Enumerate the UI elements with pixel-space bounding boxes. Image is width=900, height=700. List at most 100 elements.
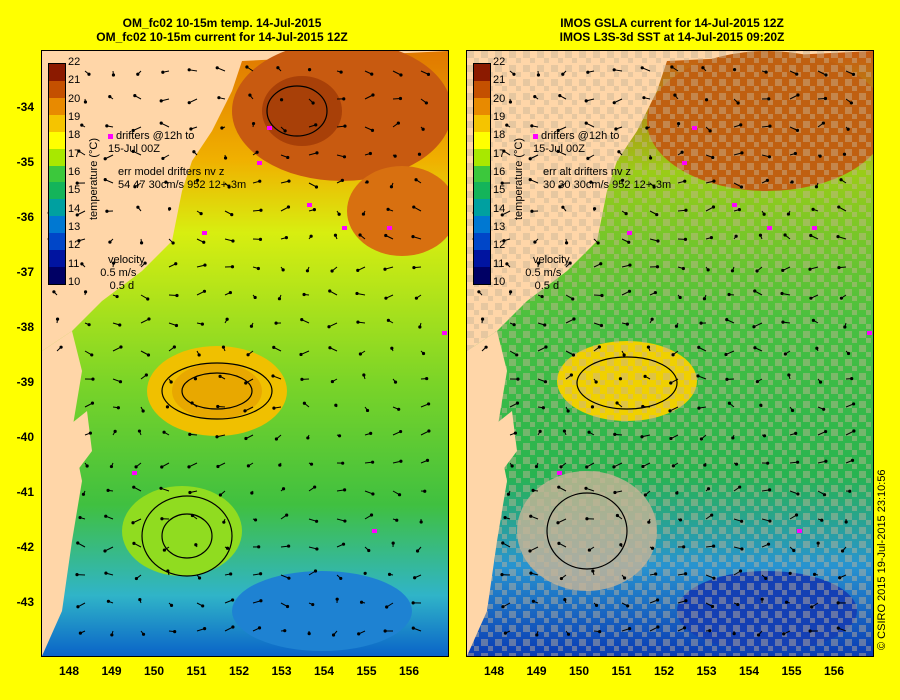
velocity-arrowhead bbox=[500, 573, 504, 577]
velocity-arrowhead bbox=[786, 212, 791, 216]
velocity-arrowhead bbox=[655, 265, 660, 269]
velocity-arrowhead bbox=[815, 346, 819, 350]
velocity-arrowhead bbox=[739, 123, 743, 127]
velocity-arrowhead bbox=[222, 520, 226, 524]
right-drifters-legend: drifters @12h to 15-Jul 00Z bbox=[533, 130, 619, 156]
velocity-arrowhead bbox=[706, 487, 711, 491]
velocity-arrowhead bbox=[138, 597, 142, 602]
colorbar-tick-label: 12 bbox=[68, 239, 81, 252]
velocity-arrowhead bbox=[315, 519, 319, 523]
velocity-arrowhead bbox=[300, 318, 304, 322]
velocity-arrowhead bbox=[161, 156, 165, 161]
velocity-arrowhead bbox=[838, 576, 842, 580]
velocity-arrowhead bbox=[258, 237, 263, 241]
velocity-arrowhead bbox=[647, 520, 651, 524]
drifter-mark bbox=[867, 331, 872, 335]
velocity-arrowhead bbox=[650, 546, 655, 550]
velocity-arrowhead bbox=[740, 151, 744, 155]
velocity-arrowhead bbox=[87, 323, 91, 327]
velocity-arrowhead bbox=[399, 429, 403, 434]
velocity-arrowhead bbox=[302, 292, 306, 297]
velocity-arrowhead bbox=[246, 353, 250, 357]
velocity-arrowhead bbox=[584, 486, 588, 490]
velocity-arrowhead bbox=[258, 179, 262, 183]
velocity-arrowhead bbox=[824, 73, 828, 77]
velocity-arrowhead bbox=[759, 403, 763, 407]
velocity-arrowhead bbox=[788, 571, 792, 575]
colorbar-swatch bbox=[474, 148, 490, 166]
velocity-arrowhead bbox=[201, 604, 205, 608]
velocity-arrowhead bbox=[230, 265, 235, 269]
velocity-arrowhead bbox=[765, 178, 769, 182]
velocity-arrowhead bbox=[414, 178, 418, 182]
x-tick-label: 155 bbox=[781, 664, 802, 678]
velocity-arrowhead bbox=[622, 576, 627, 580]
y-tick-label: -43 bbox=[16, 595, 34, 609]
colorbar-tick-label: 11 bbox=[493, 257, 505, 270]
velocity-arrowhead bbox=[115, 294, 119, 299]
velocity-arrowhead bbox=[702, 297, 707, 301]
velocity-arrowhead bbox=[503, 515, 507, 520]
velocity-arrowhead bbox=[75, 213, 79, 217]
velocity-arrowhead bbox=[413, 576, 417, 580]
velocity-arrowhead bbox=[371, 93, 375, 97]
velocity-arrowhead bbox=[558, 94, 562, 98]
velocity-arrowhead bbox=[195, 178, 200, 182]
right-map-svg bbox=[467, 51, 873, 656]
drifter-mark bbox=[442, 331, 447, 335]
y-tick-label: -39 bbox=[16, 375, 34, 389]
velocity-arrowhead bbox=[393, 154, 397, 158]
colorbar-swatch bbox=[49, 216, 65, 234]
colorbar-swatch bbox=[474, 114, 490, 132]
velocity-arrowhead bbox=[274, 321, 278, 325]
drifter-mark bbox=[732, 203, 737, 207]
velocity-arrowhead bbox=[544, 345, 548, 349]
velocity-arrowhead bbox=[669, 381, 673, 385]
velocity-arrowhead bbox=[585, 517, 589, 521]
velocity-arrowhead bbox=[822, 407, 826, 411]
velocity-arrowhead bbox=[818, 380, 823, 384]
velocity-arrowhead bbox=[362, 373, 366, 377]
velocity-arrowhead bbox=[752, 325, 756, 329]
drifter-mark bbox=[692, 126, 697, 130]
velocity-arrowhead bbox=[343, 488, 347, 492]
colorbar-swatch bbox=[474, 165, 490, 183]
velocity-arrowhead bbox=[640, 66, 644, 70]
velocity-arrowhead bbox=[330, 379, 335, 384]
velocity-arrowhead bbox=[281, 268, 285, 272]
velocity-arrowhead bbox=[502, 149, 506, 153]
velocity-arrowhead bbox=[697, 406, 701, 410]
velocity-arrowhead bbox=[808, 629, 812, 633]
velocity-arrowhead bbox=[796, 492, 800, 496]
velocity-arrowhead bbox=[516, 377, 520, 381]
velocity-arrowhead bbox=[848, 489, 852, 493]
velocity-arrowhead bbox=[739, 185, 744, 189]
velocity-arrowhead bbox=[136, 205, 140, 209]
colorbar-swatch bbox=[474, 216, 490, 234]
velocity-arrowhead bbox=[615, 513, 620, 518]
velocity-arrowhead bbox=[83, 290, 88, 294]
velocity-arrowhead bbox=[767, 97, 771, 101]
velocity-arrowhead bbox=[313, 569, 318, 573]
velocity-arrowhead bbox=[369, 431, 373, 435]
velocity-arrowhead bbox=[334, 403, 338, 407]
velocity-arrowhead bbox=[590, 405, 595, 409]
velocity-arrowhead bbox=[738, 569, 743, 573]
velocity-arrowhead bbox=[231, 598, 235, 602]
velocity-arrowhead bbox=[133, 185, 137, 189]
velocity-arrowhead bbox=[248, 93, 252, 97]
colorbar-tick-label: 12 bbox=[493, 239, 506, 252]
colorbar-swatch bbox=[474, 80, 490, 98]
velocity-arrowhead bbox=[245, 65, 249, 69]
velocity-arrowhead bbox=[589, 180, 593, 184]
velocity-arrowhead bbox=[712, 179, 716, 183]
velocity-arrowhead bbox=[202, 240, 206, 244]
velocity-arrowhead bbox=[501, 605, 505, 609]
velocity-arrowhead bbox=[162, 430, 166, 434]
velocity-arrowhead bbox=[361, 212, 366, 216]
velocity-arrowhead bbox=[328, 346, 332, 350]
velocity-arrowhead bbox=[796, 460, 800, 464]
velocity-arrowhead bbox=[256, 266, 260, 271]
velocity-arrowhead bbox=[556, 521, 560, 525]
velocity-arrowhead bbox=[727, 292, 731, 297]
